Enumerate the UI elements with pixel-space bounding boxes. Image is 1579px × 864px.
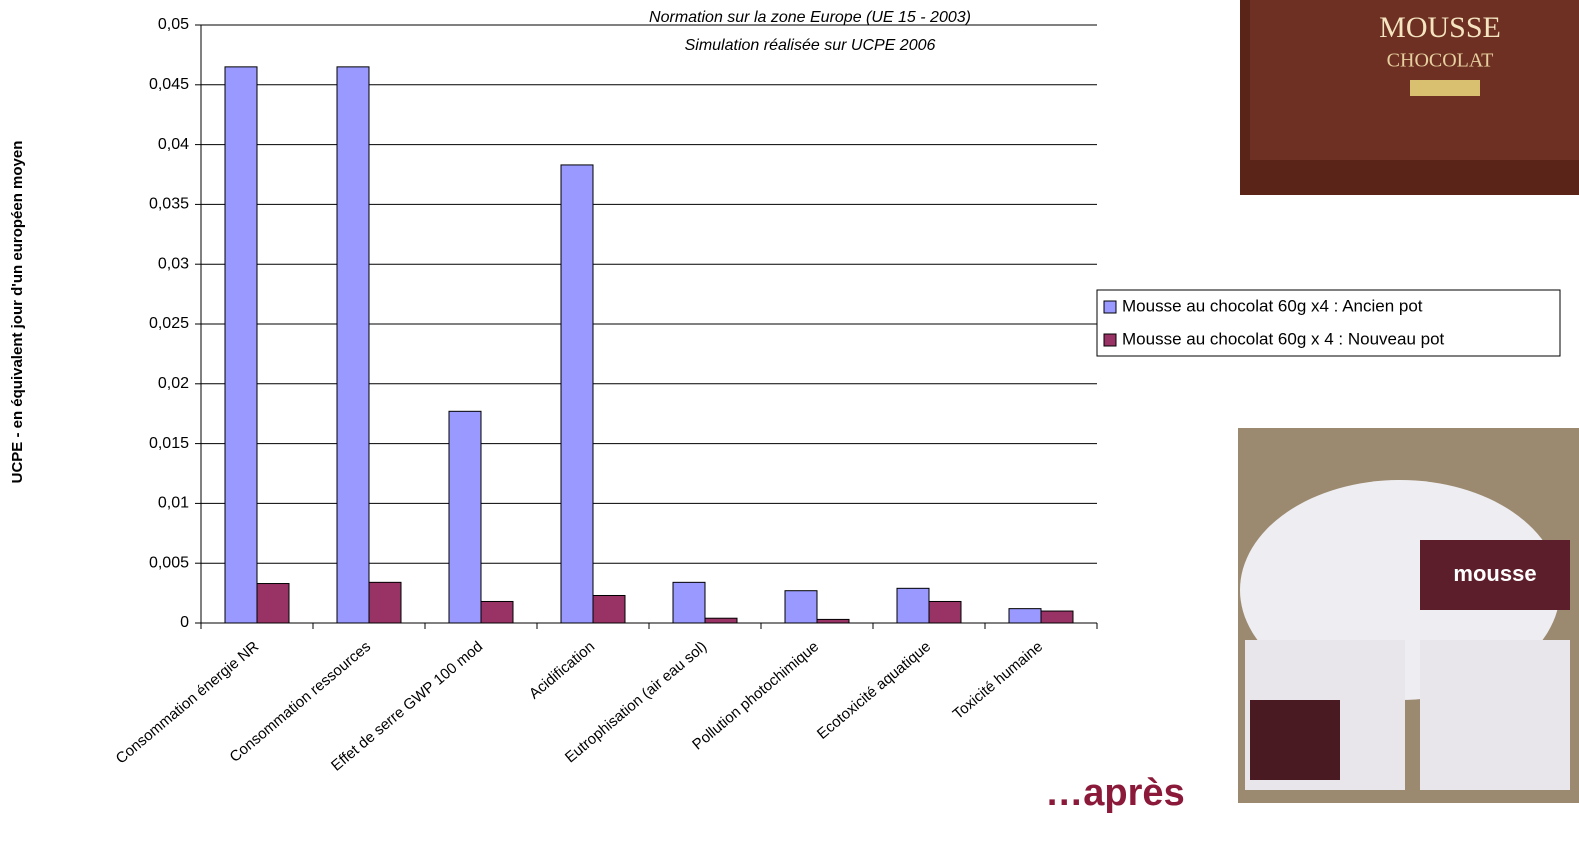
legend-swatch bbox=[1103, 333, 1117, 347]
bar bbox=[368, 581, 402, 624]
svg-text:CHOCOLAT: CHOCOLAT bbox=[1387, 50, 1494, 72]
y-tick-label: 0,05 bbox=[158, 16, 189, 33]
bar bbox=[336, 66, 370, 624]
bar bbox=[480, 600, 514, 624]
annotation: Simulation réalisée sur UCPE 2006 bbox=[685, 37, 936, 54]
bar bbox=[256, 583, 290, 624]
annotation: Normation sur la zone Europe (UE 15 - 20… bbox=[649, 9, 971, 26]
svg-text:MOUSSE: MOUSSE bbox=[1379, 11, 1501, 44]
y-tick-label: 0,01 bbox=[158, 495, 189, 512]
x-tick-label: Ecotoxicité aquatique bbox=[814, 638, 934, 743]
bar bbox=[560, 164, 594, 624]
y-tick-label: 0,04 bbox=[158, 136, 189, 153]
bar bbox=[928, 600, 962, 624]
bar bbox=[672, 581, 706, 624]
caption: …après bbox=[1045, 772, 1184, 814]
legend-swatch bbox=[1103, 300, 1117, 314]
svg-text:mousse: mousse bbox=[1453, 561, 1536, 586]
bar bbox=[704, 617, 738, 624]
y-tick-label: 0,035 bbox=[149, 196, 189, 213]
legend-label: Mousse au chocolat 60g x 4 : Nouveau pot bbox=[1122, 329, 1445, 348]
bar bbox=[592, 594, 626, 624]
bar bbox=[1040, 610, 1074, 624]
bar bbox=[896, 587, 930, 624]
y-tick-label: 0 bbox=[180, 614, 189, 631]
y-tick-label: 0,025 bbox=[149, 315, 189, 332]
bar bbox=[784, 590, 818, 624]
y-tick-label: 0,045 bbox=[149, 76, 189, 93]
y-tick-label: 0,03 bbox=[158, 255, 189, 272]
y-axis-title: UCPE - en équivalent jour d'un européen … bbox=[9, 141, 26, 484]
x-tick-label: Pollution photochimique bbox=[689, 638, 822, 753]
x-tick-label: Toxicité humaine bbox=[950, 638, 1047, 723]
bar bbox=[1008, 608, 1042, 624]
photo-new-pack: mousse bbox=[1238, 428, 1579, 803]
y-tick-label: 0,005 bbox=[149, 554, 189, 571]
x-tick-label: Acidification bbox=[526, 638, 598, 702]
y-tick-label: 0,015 bbox=[149, 435, 189, 452]
photo-old-pack: MOUSSE CHOCOLAT bbox=[1240, 0, 1579, 195]
bar bbox=[816, 618, 850, 624]
bar bbox=[448, 410, 482, 624]
legend-label: Mousse au chocolat 60g x4 : Ancien pot bbox=[1122, 296, 1423, 315]
bar bbox=[224, 66, 258, 624]
legend-box bbox=[1096, 289, 1561, 357]
y-tick-label: 0,02 bbox=[158, 375, 189, 392]
